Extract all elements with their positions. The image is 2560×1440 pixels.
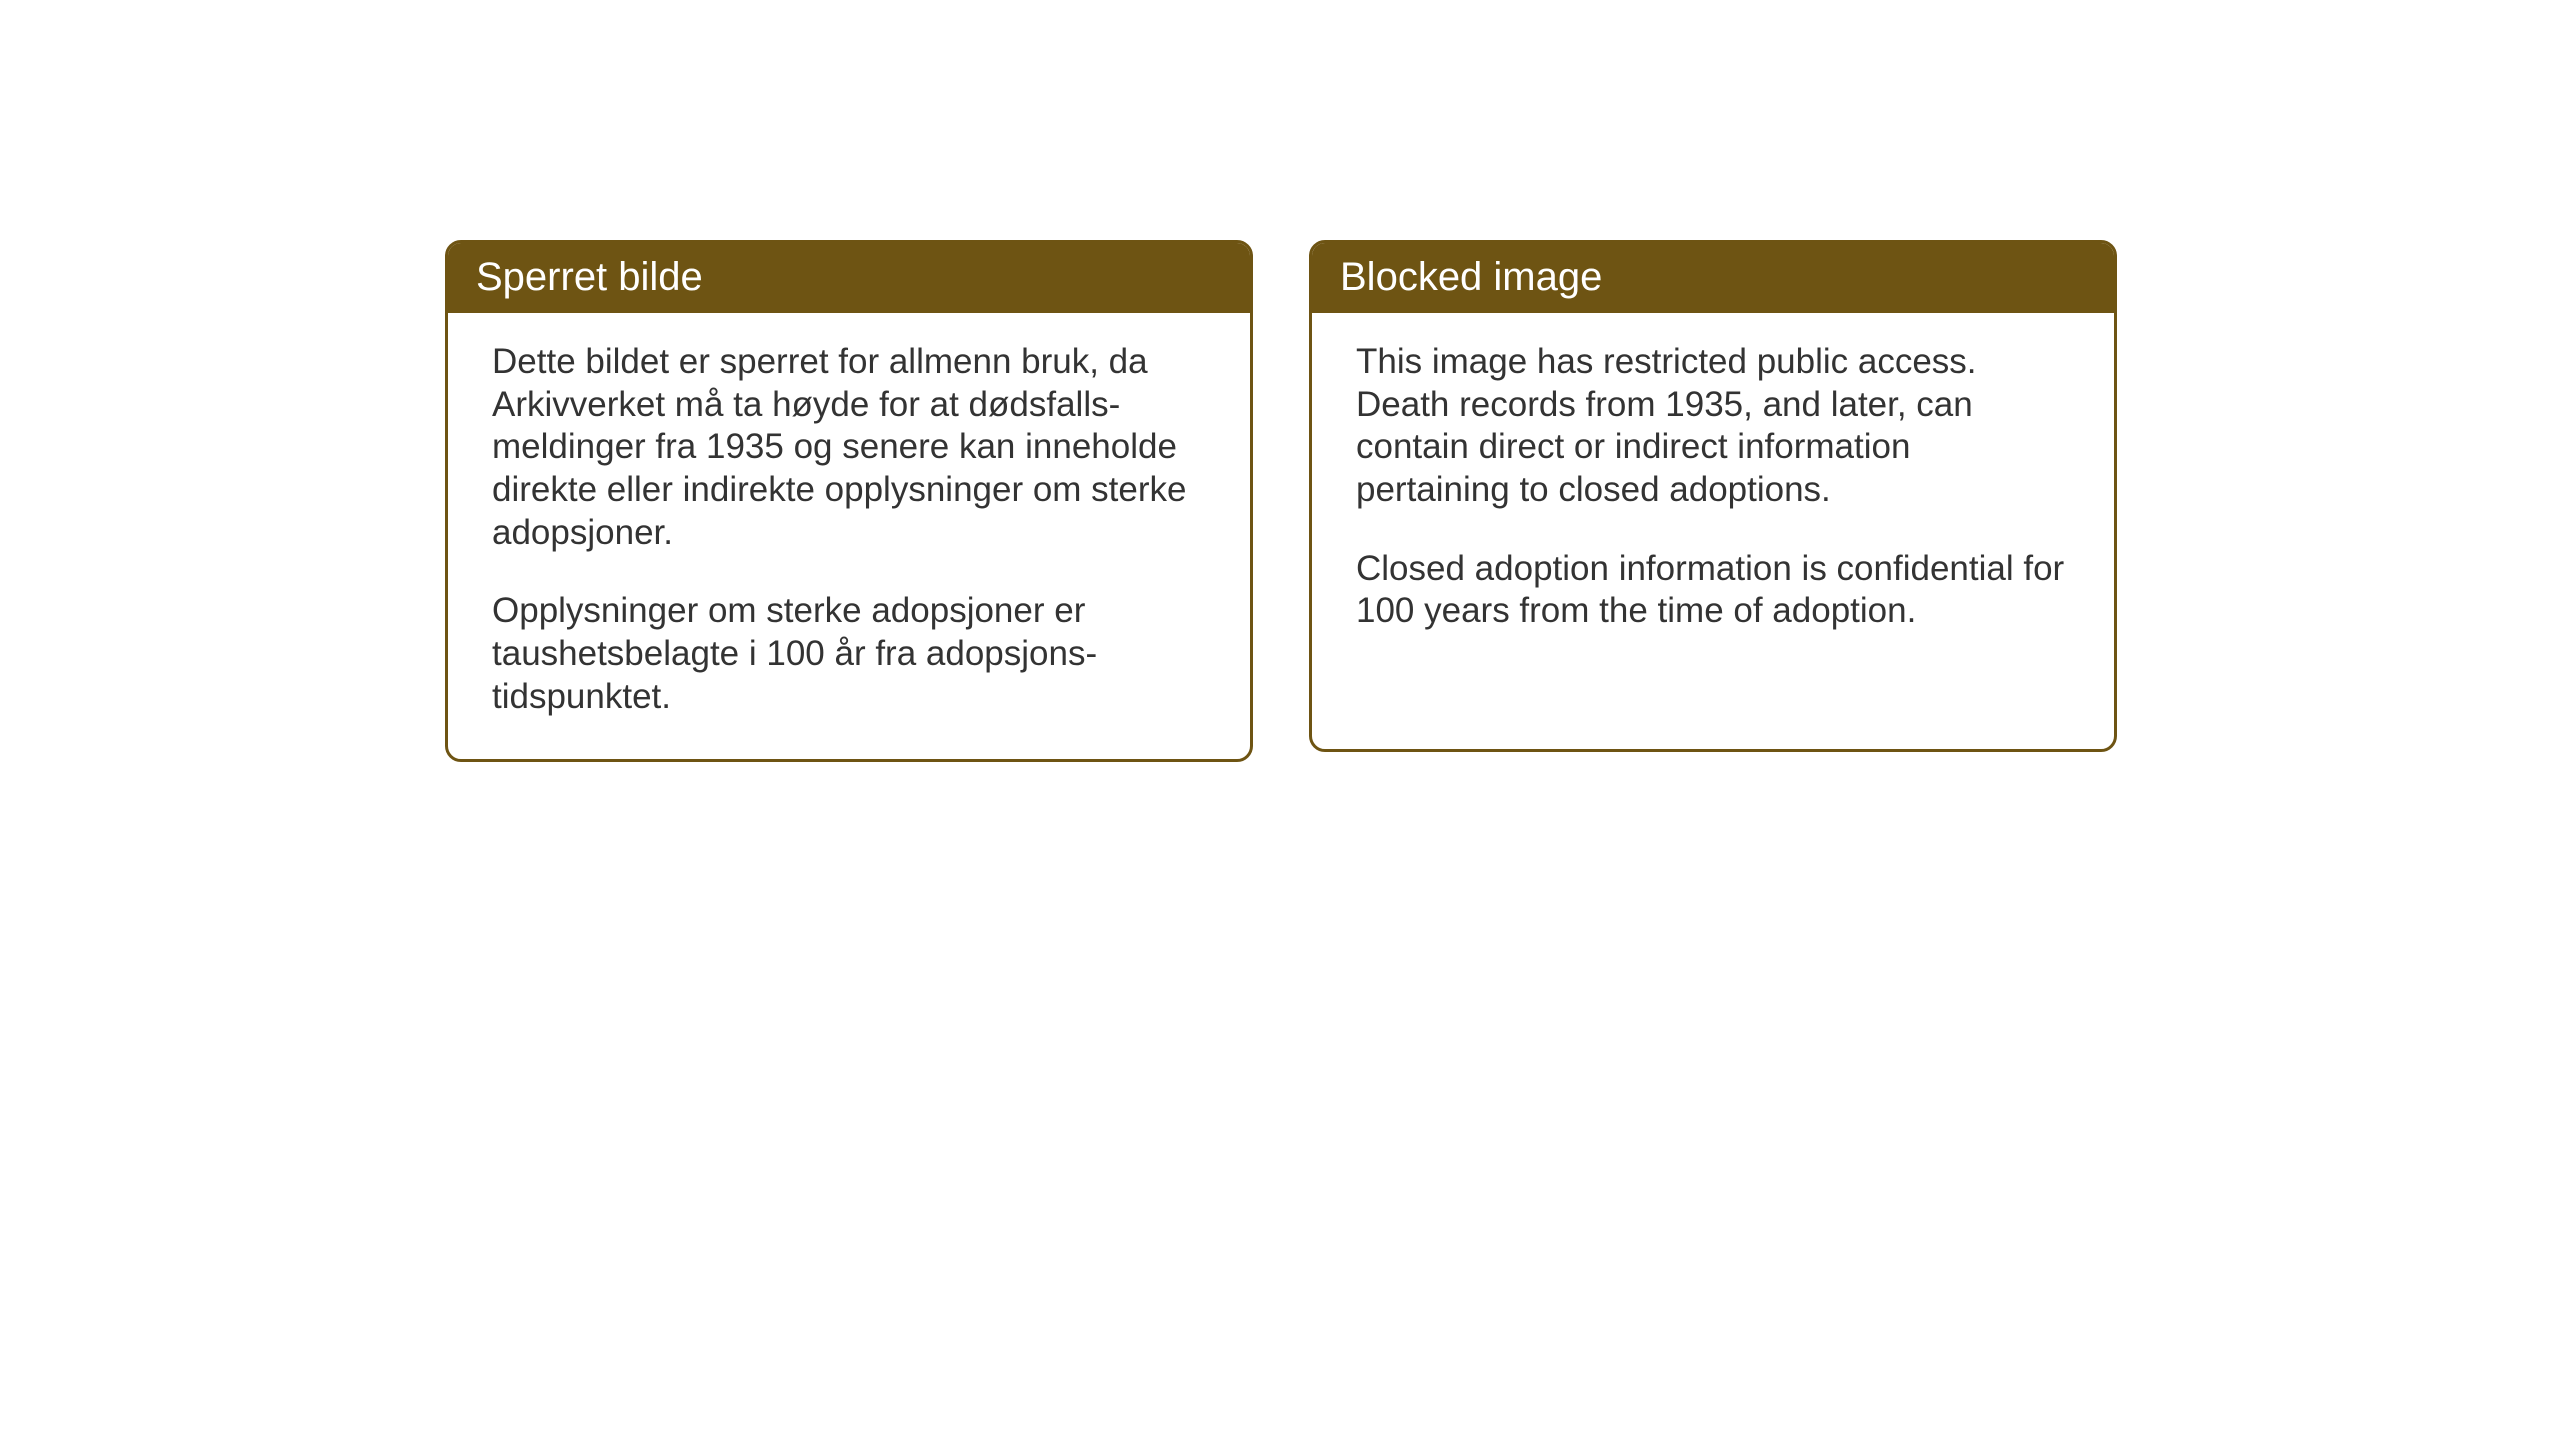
card-para1-norwegian: Dette bildet er sperret for allmenn bruk… (492, 341, 1206, 554)
notice-container: Sperret bilde Dette bildet er sperret fo… (445, 240, 2117, 762)
card-para2-norwegian: Opplysninger om sterke adopsjoner er tau… (492, 590, 1206, 718)
card-para2-english: Closed adoption information is confident… (1356, 548, 2070, 633)
card-body-norwegian: Dette bildet er sperret for allmenn bruk… (448, 313, 1250, 759)
card-header-english: Blocked image (1312, 243, 2114, 313)
notice-card-norwegian: Sperret bilde Dette bildet er sperret fo… (445, 240, 1253, 762)
card-title-english: Blocked image (1340, 255, 1602, 299)
card-body-english: This image has restricted public access.… (1312, 313, 2114, 673)
card-header-norwegian: Sperret bilde (448, 243, 1250, 313)
card-title-norwegian: Sperret bilde (476, 255, 703, 299)
card-para1-english: This image has restricted public access.… (1356, 341, 2070, 512)
notice-card-english: Blocked image This image has restricted … (1309, 240, 2117, 752)
